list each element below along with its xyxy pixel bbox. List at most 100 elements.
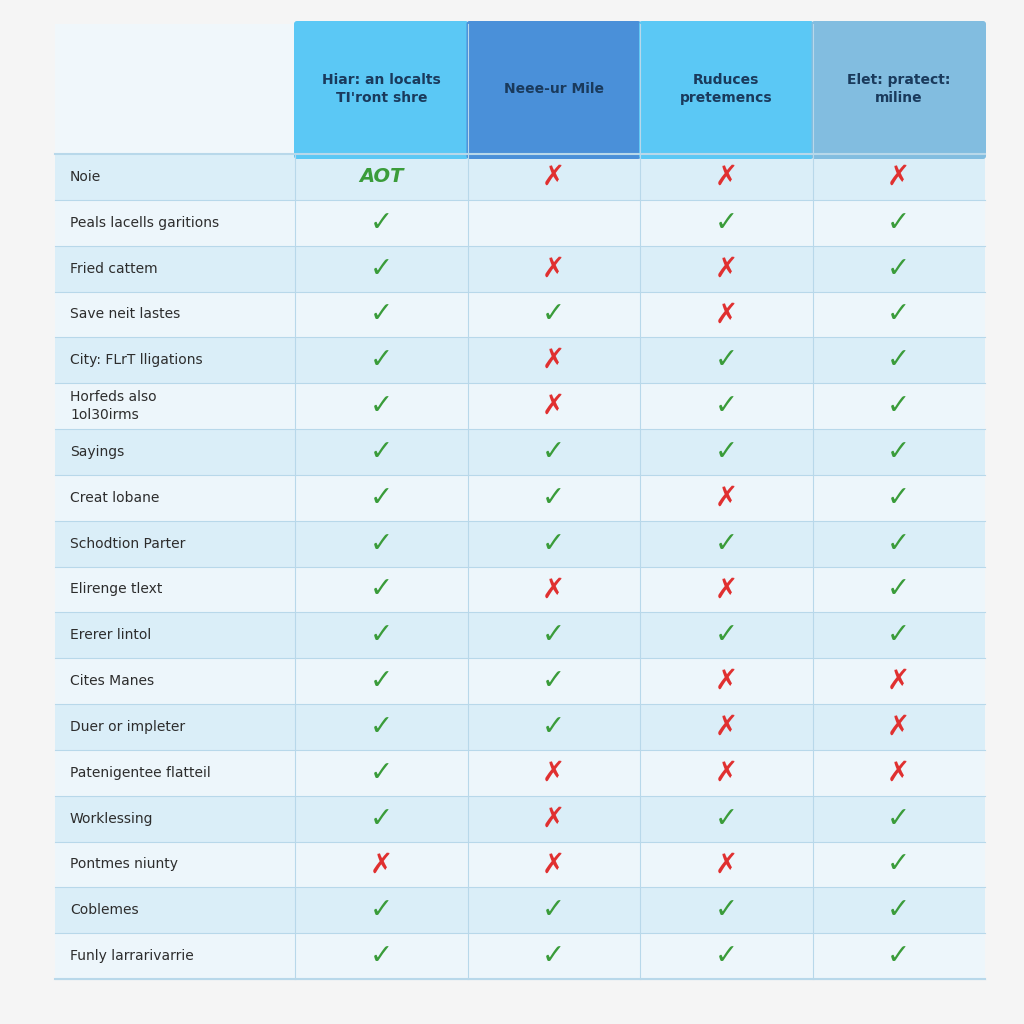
Text: ✓: ✓ xyxy=(370,942,393,970)
Bar xyxy=(55,842,985,888)
Text: ✓: ✓ xyxy=(715,438,738,466)
Text: ✓: ✓ xyxy=(715,805,738,833)
Text: ✓: ✓ xyxy=(715,529,738,558)
Text: ✓: ✓ xyxy=(370,713,393,741)
Bar xyxy=(55,475,985,520)
Text: ✓: ✓ xyxy=(370,759,393,786)
Text: ✗: ✗ xyxy=(715,255,738,283)
Text: ✗: ✗ xyxy=(542,163,565,190)
Text: Creat lobane: Creat lobane xyxy=(70,490,160,505)
Text: ✓: ✓ xyxy=(370,300,393,329)
Text: ✓: ✓ xyxy=(887,438,910,466)
Text: ✗: ✗ xyxy=(542,346,565,374)
Text: ✓: ✓ xyxy=(542,438,565,466)
Bar xyxy=(55,796,985,842)
Text: ✓: ✓ xyxy=(715,622,738,649)
Text: ✓: ✓ xyxy=(542,483,565,512)
Text: ✓: ✓ xyxy=(542,622,565,649)
Bar xyxy=(55,612,985,658)
FancyBboxPatch shape xyxy=(811,22,986,159)
Text: ✗: ✗ xyxy=(887,759,910,786)
Bar xyxy=(55,154,985,200)
FancyBboxPatch shape xyxy=(294,22,469,159)
Text: ✓: ✓ xyxy=(370,805,393,833)
Text: ✗: ✗ xyxy=(542,805,565,833)
Text: ✗: ✗ xyxy=(715,667,738,695)
Text: Fried cattem: Fried cattem xyxy=(70,261,158,275)
Bar xyxy=(55,750,985,796)
Text: ✗: ✗ xyxy=(887,713,910,741)
Text: ✓: ✓ xyxy=(887,805,910,833)
Text: ✓: ✓ xyxy=(542,942,565,970)
Text: ✗: ✗ xyxy=(542,850,565,879)
Text: Save neit lastes: Save neit lastes xyxy=(70,307,180,322)
Text: ✗: ✗ xyxy=(542,575,565,603)
Text: ✓: ✓ xyxy=(542,300,565,329)
Text: Neee-ur Mile: Neee-ur Mile xyxy=(504,82,604,96)
Text: Elirenge tlext: Elirenge tlext xyxy=(70,583,163,596)
Text: ✓: ✓ xyxy=(887,850,910,879)
Text: ✓: ✓ xyxy=(887,255,910,283)
Bar xyxy=(55,292,985,337)
Text: ✗: ✗ xyxy=(715,483,738,512)
Text: ✓: ✓ xyxy=(887,392,910,420)
Text: Sayings: Sayings xyxy=(70,444,124,459)
Text: ✓: ✓ xyxy=(887,896,910,925)
Text: Noie: Noie xyxy=(70,170,101,184)
Bar xyxy=(55,246,985,292)
Text: Ruduces
pretemencs: Ruduces pretemencs xyxy=(680,73,772,105)
Text: ✗: ✗ xyxy=(887,667,910,695)
Text: ✓: ✓ xyxy=(370,209,393,237)
Text: ✓: ✓ xyxy=(370,896,393,925)
Text: ✓: ✓ xyxy=(887,346,910,374)
Bar xyxy=(55,888,985,933)
Text: Patenigentee flatteil: Patenigentee flatteil xyxy=(70,766,211,779)
FancyBboxPatch shape xyxy=(639,22,813,159)
Text: ✓: ✓ xyxy=(370,622,393,649)
Text: ✓: ✓ xyxy=(887,622,910,649)
Text: ✓: ✓ xyxy=(542,667,565,695)
Text: Funly larrarivarrie: Funly larrarivarrie xyxy=(70,949,194,964)
Text: ✗: ✗ xyxy=(542,255,565,283)
Text: Duer or impleter: Duer or impleter xyxy=(70,720,185,734)
Bar xyxy=(55,933,985,979)
Text: ✓: ✓ xyxy=(887,529,910,558)
Text: ✗: ✗ xyxy=(715,850,738,879)
Text: ✓: ✓ xyxy=(370,575,393,603)
Text: ✓: ✓ xyxy=(715,209,738,237)
Text: Schodtion Parter: Schodtion Parter xyxy=(70,537,185,551)
Bar xyxy=(55,658,985,705)
Bar xyxy=(55,383,985,429)
Text: Coblemes: Coblemes xyxy=(70,903,138,918)
Text: ✓: ✓ xyxy=(370,483,393,512)
Text: ✓: ✓ xyxy=(887,209,910,237)
Text: ✗: ✗ xyxy=(715,575,738,603)
Text: ✓: ✓ xyxy=(370,529,393,558)
Text: ✗: ✗ xyxy=(715,759,738,786)
Text: ✓: ✓ xyxy=(370,392,393,420)
Text: ✓: ✓ xyxy=(715,942,738,970)
Text: ✓: ✓ xyxy=(715,392,738,420)
Text: Peals lacells garitions: Peals lacells garitions xyxy=(70,216,219,229)
Text: Elet: pratect:
miline: Elet: pratect: miline xyxy=(847,73,950,105)
Text: City: FLrT lligations: City: FLrT lligations xyxy=(70,353,203,368)
Text: ✗: ✗ xyxy=(542,392,565,420)
Text: ✓: ✓ xyxy=(542,896,565,925)
Text: Ererer lintol: Ererer lintol xyxy=(70,629,152,642)
Text: ✓: ✓ xyxy=(370,438,393,466)
FancyBboxPatch shape xyxy=(467,22,641,159)
Text: ✓: ✓ xyxy=(887,575,910,603)
Text: ✓: ✓ xyxy=(887,942,910,970)
Text: ✗: ✗ xyxy=(542,759,565,786)
Text: ✓: ✓ xyxy=(887,300,910,329)
Text: ✓: ✓ xyxy=(370,255,393,283)
Text: AOT: AOT xyxy=(359,167,403,186)
Text: ✓: ✓ xyxy=(542,529,565,558)
Bar xyxy=(55,429,985,475)
Bar xyxy=(55,337,985,383)
Text: Worklessing: Worklessing xyxy=(70,812,154,825)
Text: ✓: ✓ xyxy=(370,346,393,374)
Text: ✗: ✗ xyxy=(715,713,738,741)
Text: ✓: ✓ xyxy=(715,346,738,374)
Text: ✓: ✓ xyxy=(887,483,910,512)
